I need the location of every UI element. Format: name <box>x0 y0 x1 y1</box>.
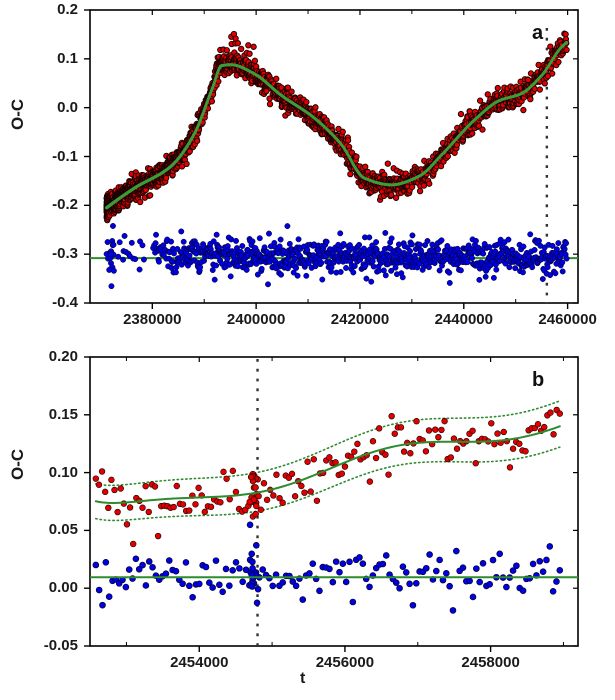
svg-text:a: a <box>532 22 544 44</box>
svg-text:b: b <box>532 369 544 391</box>
